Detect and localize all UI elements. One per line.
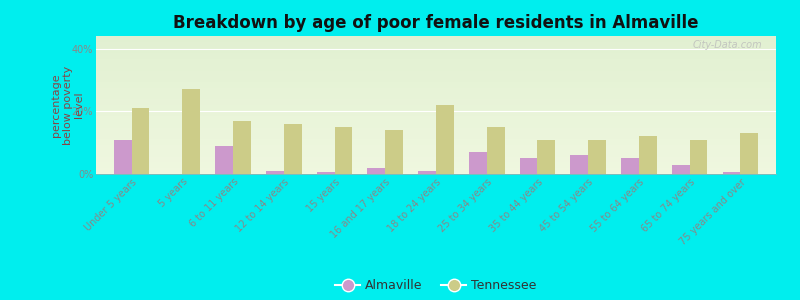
Bar (131, 108, 150, 174)
Bar (334, 127, 352, 174)
Bar (233, 121, 250, 174)
Title: Breakdown by age of poor female residents in Almaville: Breakdown by age of poor female resident… (174, 14, 698, 32)
Legend: Almaville, Tennessee: Almaville, Tennessee (330, 274, 542, 297)
Text: City-Data.com: City-Data.com (693, 40, 762, 50)
Bar (114, 140, 131, 174)
Bar (722, 172, 741, 174)
Bar (690, 140, 707, 174)
Bar (215, 146, 233, 174)
Bar (570, 155, 588, 174)
Bar (622, 158, 639, 174)
Bar (266, 171, 284, 174)
Bar (486, 127, 505, 174)
Bar (436, 105, 454, 174)
Bar (520, 158, 538, 174)
Bar (386, 130, 403, 174)
Bar (182, 89, 200, 174)
Y-axis label: percentage
below poverty
level: percentage below poverty level (51, 65, 84, 145)
Bar (639, 136, 657, 174)
Bar (672, 165, 690, 174)
Bar (469, 152, 486, 174)
Bar (588, 140, 606, 174)
Bar (418, 171, 436, 174)
Bar (284, 124, 302, 174)
Bar (317, 172, 334, 174)
Bar (538, 140, 555, 174)
Bar (367, 168, 386, 174)
Bar (741, 133, 758, 174)
